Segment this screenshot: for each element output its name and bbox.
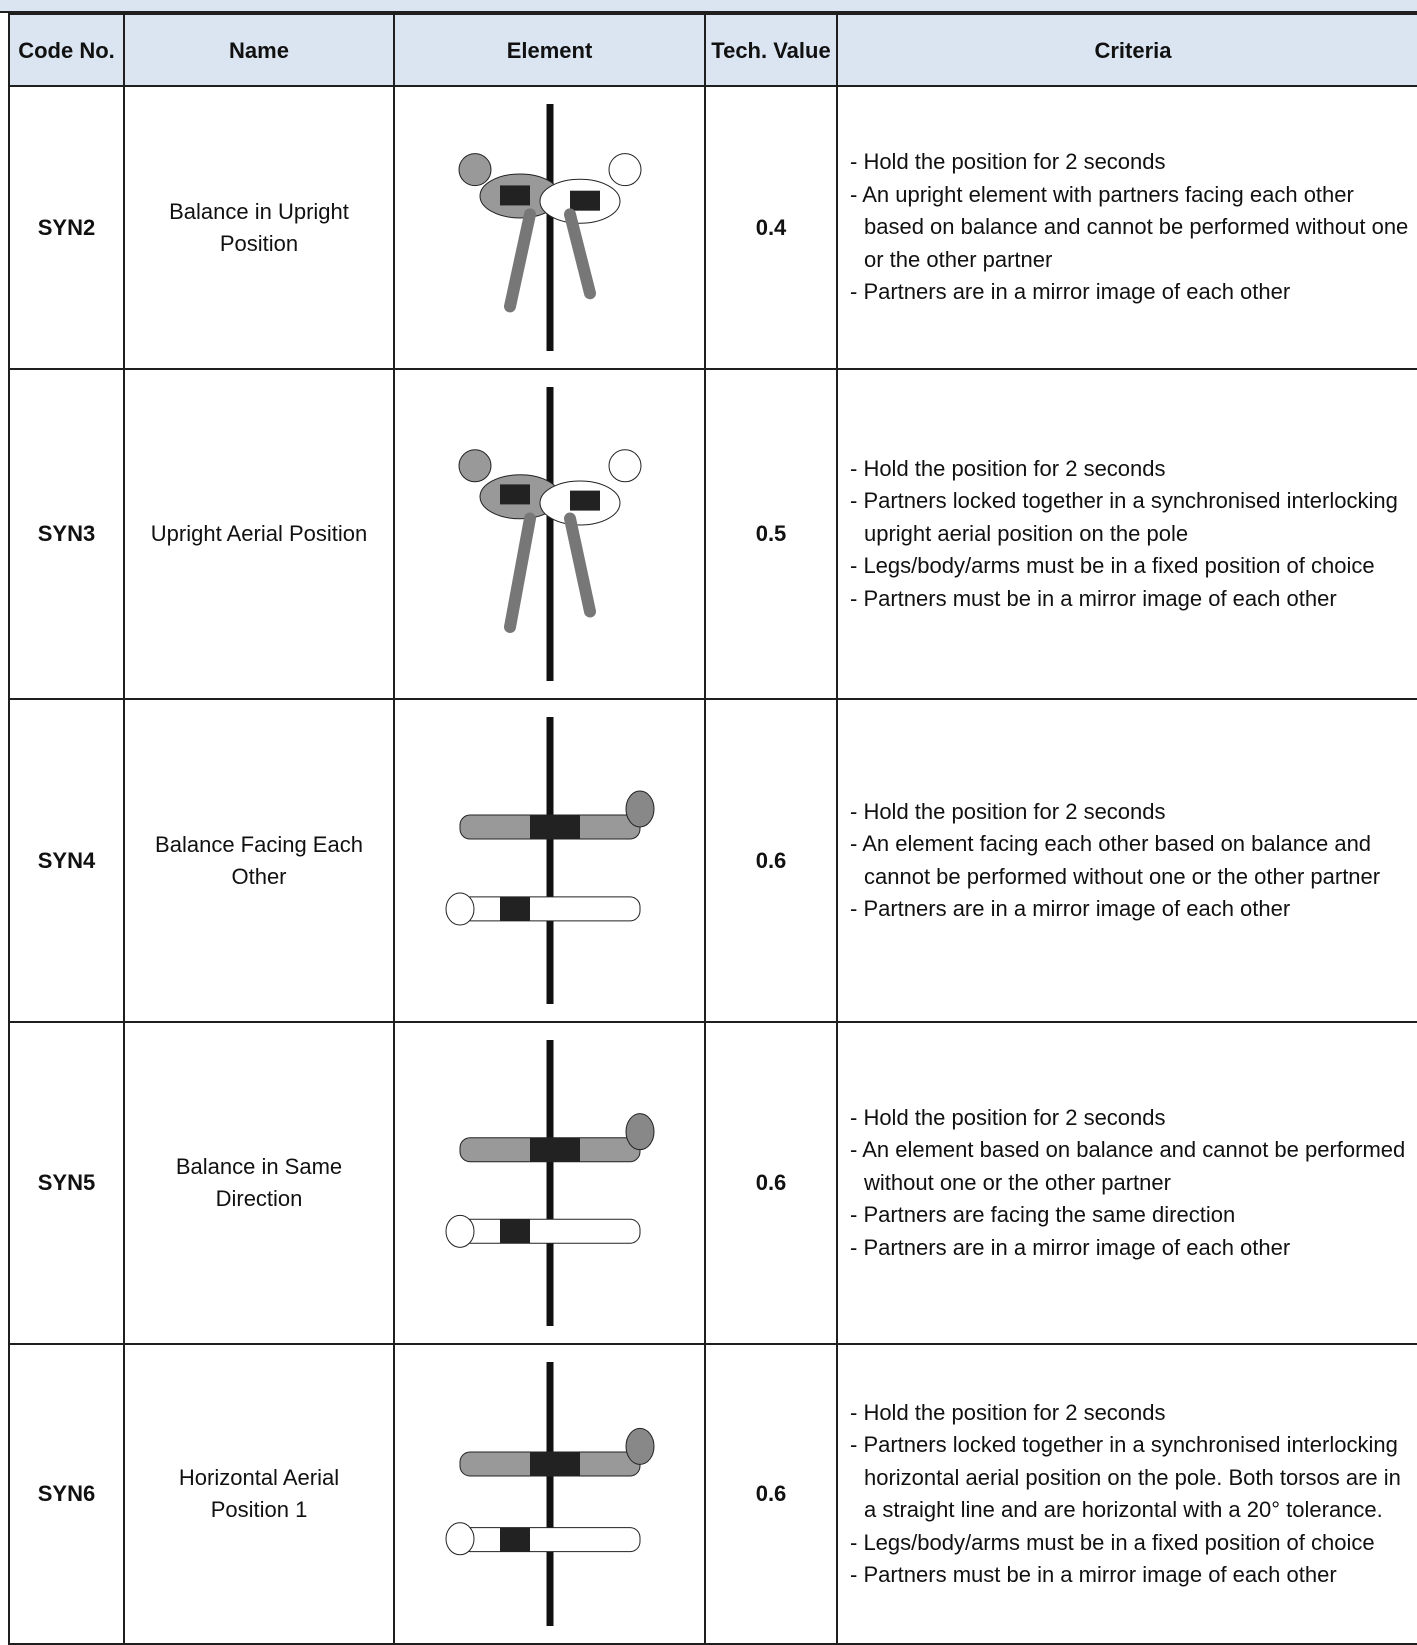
name-cell: Upright Aerial Position xyxy=(123,368,395,700)
element-illustration xyxy=(445,1362,654,1626)
criteria-item: - Partners are facing the same direction xyxy=(850,1202,1236,1228)
criteria-item: - Partners are in a mirror image of each… xyxy=(850,1234,1291,1260)
name-cell: Balance in Upright Position xyxy=(123,85,395,370)
table-row: SYN4 Balance Facing Each Other 0.6- Hold t… xyxy=(8,698,1417,1023)
drawing-part xyxy=(529,1137,580,1162)
header-cell: Name xyxy=(123,13,395,87)
header-cell: Code No. xyxy=(8,13,125,87)
drawing-part xyxy=(459,1218,640,1244)
criteria-item: - Partners must be in a mirror image of … xyxy=(850,585,1337,611)
drawing-part xyxy=(625,1427,654,1465)
drawing-part xyxy=(529,1452,580,1476)
criteria-cell: - Hold the position for 2 seconds - An up… xyxy=(836,85,1417,370)
table-row: SYN5 Balance in Same Direction 0.6- Hold t… xyxy=(8,1021,1417,1345)
element-illustration xyxy=(445,717,654,1004)
drawing-part xyxy=(499,896,530,921)
criteria-item: - Hold the position for 2 seconds xyxy=(850,455,1166,481)
criteria-item: - Hold the position for 2 seconds xyxy=(850,1399,1166,1425)
element-illustration xyxy=(445,1040,654,1326)
criteria-item: - Hold the position for 2 seconds xyxy=(850,798,1166,824)
element-cell xyxy=(393,85,706,370)
table-row: SYN6 Horizontal Aerial Position 1 0.6- Hol… xyxy=(8,1343,1417,1645)
drawing-part xyxy=(608,449,641,483)
table-row: SYN3 Upright Aerial Position 0.5- Hold the… xyxy=(8,368,1417,700)
code-cell: SYN3 xyxy=(8,368,125,700)
value-cell: 0.6 xyxy=(704,1343,838,1645)
criteria-item: - An element facing each other based on … xyxy=(850,831,1381,889)
drawing-part xyxy=(458,449,491,483)
drawing-part xyxy=(459,896,640,922)
criteria-item: - Hold the position for 2 seconds xyxy=(850,149,1166,175)
drawing-part xyxy=(499,484,530,505)
criteria-item: - Partners are in a mirror image of each… xyxy=(850,279,1291,305)
drawing-part xyxy=(625,790,654,828)
code-cell: SYN4 xyxy=(8,698,125,1023)
element-illustration xyxy=(458,104,641,351)
criteria-item: - Partners must be in a mirror image of … xyxy=(850,1562,1337,1587)
drawing-part xyxy=(459,1527,640,1553)
value-cell: 0.6 xyxy=(704,1021,838,1345)
drawing-part xyxy=(569,190,600,211)
criteria-item: - Hold the position for 2 seconds xyxy=(850,1104,1166,1130)
code-cell: SYN2 xyxy=(8,85,125,370)
name-cell: Balance in Same Direction xyxy=(123,1021,395,1345)
element-cell xyxy=(393,698,706,1023)
header-cell: Tech. Value xyxy=(704,13,838,87)
table-row: SYN2 Balance in Upright Position 0.4- Hold… xyxy=(8,85,1417,370)
criteria-item: - Legs/body/arms must be in a fixed posi… xyxy=(850,1529,1375,1555)
drawing-part xyxy=(445,892,474,926)
name-cell: Balance Facing Each Other xyxy=(123,698,395,1023)
element-cell xyxy=(393,368,706,700)
drawing-part xyxy=(458,153,491,187)
drawing-part xyxy=(625,1113,654,1151)
criteria-item: - Partners locked together in a synchron… xyxy=(850,1432,1401,1522)
code-cell: SYN6 xyxy=(8,1343,125,1645)
element-cell xyxy=(393,1021,706,1345)
header-cell: Criteria xyxy=(836,13,1417,87)
element-illustration xyxy=(458,387,641,681)
code-cell: SYN5 xyxy=(8,1021,125,1345)
criteria-item: - An element based on balance and cannot… xyxy=(850,1137,1406,1195)
drawing-part xyxy=(503,208,596,313)
drawing-part xyxy=(445,1214,474,1248)
criteria-item: - An upright element with partners facin… xyxy=(850,181,1409,272)
drawing-part xyxy=(445,1522,474,1556)
drawing-part xyxy=(499,185,530,206)
drawing-part xyxy=(608,153,641,187)
value-cell: 0.4 xyxy=(704,85,838,370)
value-cell: 0.5 xyxy=(704,368,838,700)
value-cell: 0.6 xyxy=(704,698,838,1023)
criteria-item: - Partners are in a mirror image of each… xyxy=(850,896,1291,921)
drawing-part xyxy=(503,512,596,633)
drawing-part xyxy=(569,490,600,511)
header-cell: Element xyxy=(393,13,706,87)
criteria-cell: - Hold the position for 2 seconds - An el… xyxy=(836,698,1417,1023)
drawing-part xyxy=(529,815,580,840)
header-row: Code No. Name Element Tech. Value Criteria xyxy=(8,13,1417,87)
drawing-part xyxy=(499,1527,530,1552)
criteria-cell: - Hold the position for 2 seconds - Partn… xyxy=(836,368,1417,700)
name-cell: Horizontal Aerial Position 1 xyxy=(123,1343,395,1645)
header-band xyxy=(0,0,1417,13)
drawing-part xyxy=(499,1219,530,1244)
criteria-cell: - Hold the position for 2 seconds - Partn… xyxy=(836,1343,1417,1645)
elements-table: Code No. Name Element Tech. Value Criteria S… xyxy=(8,13,1417,1645)
criteria-cell: - Hold the position for 2 seconds - An el… xyxy=(836,1021,1417,1345)
criteria-item: - Legs/body/arms must be in a fixed posi… xyxy=(850,553,1375,579)
element-cell xyxy=(393,1343,706,1645)
criteria-item: - Partners locked together in a synchron… xyxy=(850,488,1398,546)
